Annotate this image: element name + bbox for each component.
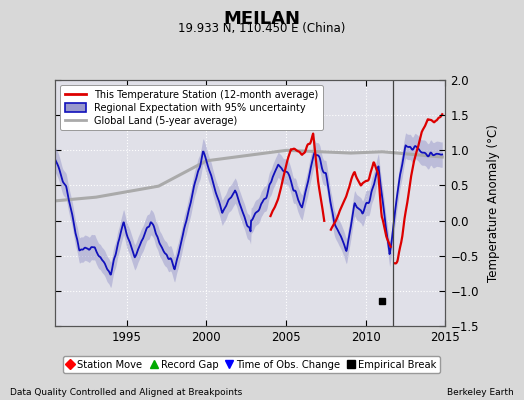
Text: Data Quality Controlled and Aligned at Breakpoints: Data Quality Controlled and Aligned at B… — [10, 388, 243, 397]
Text: MEILAN: MEILAN — [224, 10, 300, 28]
Text: Berkeley Earth: Berkeley Earth — [447, 388, 514, 397]
Text: 19.933 N, 110.450 E (China): 19.933 N, 110.450 E (China) — [178, 22, 346, 35]
Legend: This Temperature Station (12-month average), Regional Expectation with 95% uncer: This Temperature Station (12-month avera… — [60, 85, 323, 130]
Legend: Station Move, Record Gap, Time of Obs. Change, Empirical Break: Station Move, Record Gap, Time of Obs. C… — [63, 356, 440, 373]
Y-axis label: Temperature Anomaly (°C): Temperature Anomaly (°C) — [487, 124, 500, 282]
